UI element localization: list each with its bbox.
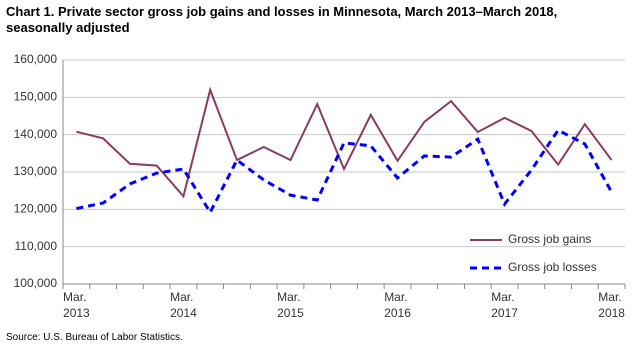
y-tick-label: 150,000 (14, 90, 58, 104)
y-tick-label: 160,000 (14, 52, 58, 66)
x-tick-label: Mar. 2016 (384, 290, 411, 320)
y-tick-label: 130,000 (14, 164, 58, 178)
x-tick-label: Mar. 2015 (277, 290, 304, 320)
legend-label: Gross job gains (508, 232, 591, 246)
x-tick-label: Mar. 2017 (491, 290, 518, 320)
chart-title: Chart 1. Private sector gross job gains … (6, 4, 558, 35)
y-tick-label: 120,000 (14, 202, 58, 216)
x-tick-label: Mar. 2018 (598, 290, 625, 320)
source-note: Source: U.S. Bureau of Labor Statistics. (6, 332, 183, 343)
y-tick-label: 110,000 (15, 239, 58, 253)
series-line (76, 128, 613, 216)
legend-label: Gross job losses (508, 260, 597, 274)
x-tick-label: Mar. 2014 (170, 290, 197, 320)
series-line (76, 86, 613, 199)
y-tick-label: 100,000 (14, 276, 58, 290)
y-tick-label: 140,000 (14, 127, 58, 141)
x-tick-label: Mar. 2013 (63, 290, 90, 320)
